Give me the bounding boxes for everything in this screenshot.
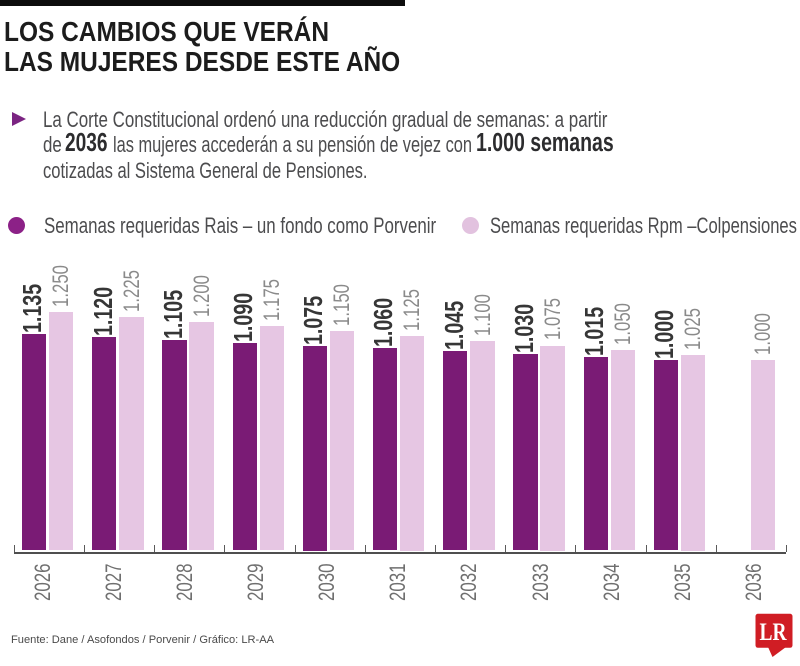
svg-text:LR: LR bbox=[760, 619, 788, 646]
